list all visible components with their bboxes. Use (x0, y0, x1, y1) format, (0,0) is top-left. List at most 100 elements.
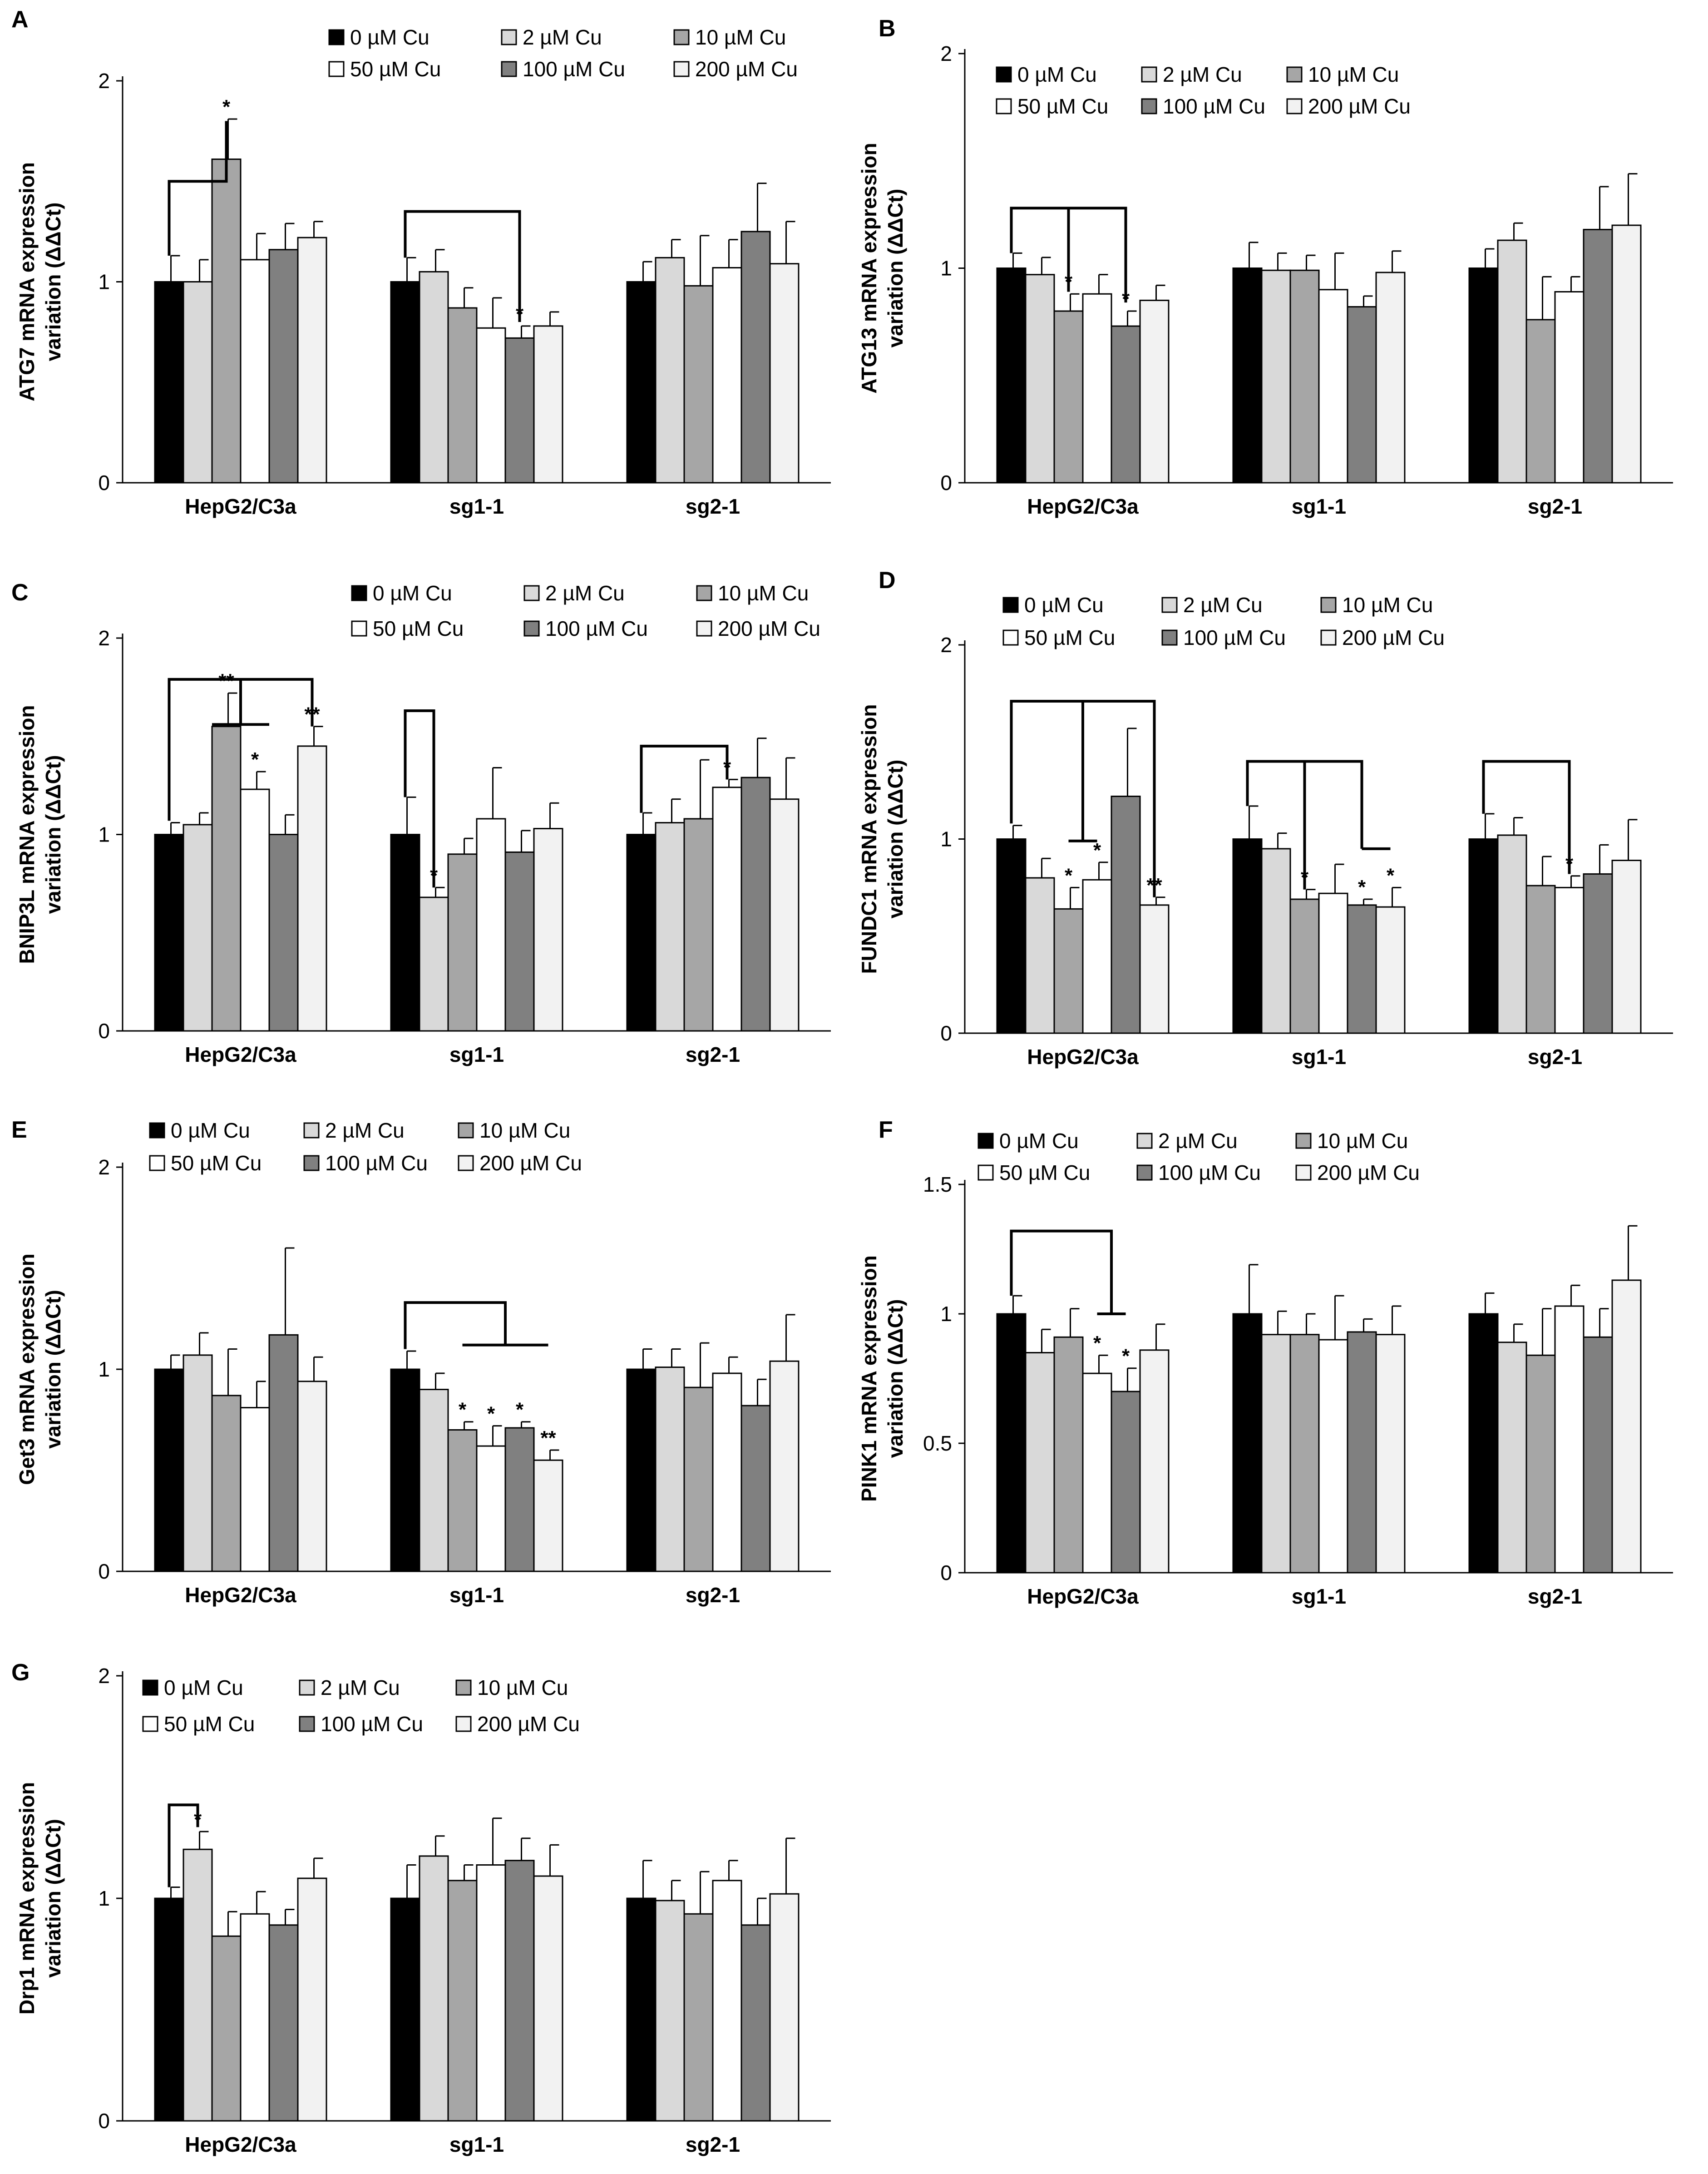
panel-letter: G (11, 1659, 30, 1686)
significance-marker: * (1387, 864, 1395, 886)
bar-0uM-sg11 (390, 1897, 420, 2122)
legend-label: 0 µM Cu (373, 581, 452, 605)
legend-swatch (1002, 629, 1019, 646)
bar-200uM-sg21 (1611, 1279, 1642, 1574)
bar-2uM-sg21 (1497, 834, 1527, 1034)
y-axis-label: BNIP3L mRNA expression variation (ΔΔCt) (15, 705, 65, 964)
y-tick-label: 0 (940, 471, 952, 495)
bar-0uM-hepg2c3a (154, 1897, 184, 2122)
legend-swatch (1141, 66, 1157, 83)
y-axis-label-line-1: FUNDC1 mRNA expression (857, 704, 881, 974)
y-tick-label: 2 (98, 69, 110, 93)
bar-10uM-sg11 (1289, 269, 1320, 484)
y-axis-label-line-1: BNIP3L mRNA expression (15, 705, 39, 964)
legend-label: 2 µM Cu (1163, 63, 1242, 86)
y-axis-label-line-2: variation (ΔΔCt) (884, 760, 907, 919)
y-tick-label: 2 (940, 42, 952, 65)
bar-2uM-sg11 (1261, 848, 1291, 1034)
significance-marker: * (487, 1403, 495, 1425)
legend-label: 200 µM Cu (1308, 94, 1411, 118)
bar-2uM-sg21 (655, 1900, 685, 2122)
bar-200uM-sg11 (1375, 1334, 1406, 1574)
legend-swatch (996, 66, 1012, 83)
legend-label: 2 µM Cu (1158, 1129, 1238, 1153)
y-tick-label: 1 (98, 1887, 110, 1910)
x-category-label: sg1-1 (449, 1043, 504, 1066)
y-tick-label: 1 (98, 1357, 110, 1381)
legend-label: 10 µM Cu (718, 581, 809, 605)
legend-label: 10 µM Cu (1342, 593, 1433, 617)
x-category-label: sg1-1 (449, 495, 504, 518)
bar-0uM-sg21 (626, 281, 657, 484)
y-tick-label: 1.5 (923, 1173, 952, 1196)
legend-swatch (1286, 98, 1303, 114)
bar-10uM-sg21 (683, 1387, 714, 1572)
bar-200uM-hepg2c3a (1139, 904, 1170, 1034)
legend-label: 200 µM Cu (695, 57, 798, 81)
bar-50uM-sg11 (1318, 892, 1348, 1034)
legend-label: 100 µM Cu (1163, 94, 1265, 118)
legend-label: 50 µM Cu (1024, 626, 1115, 649)
legend-swatch (523, 585, 540, 601)
legend-label: 0 µM Cu (171, 1119, 250, 1142)
x-category-label: sg2-1 (1528, 1045, 1582, 1069)
significance-bracket (404, 1301, 507, 1349)
bar-100uM-sg11 (1347, 306, 1377, 484)
y-tick-label: 1 (940, 257, 952, 280)
y-tick-label: 2 (98, 626, 110, 650)
bar-0uM-sg21 (626, 1897, 657, 2122)
bar-2uM-sg11 (419, 271, 449, 484)
legend-swatch (149, 1155, 165, 1171)
bar-10uM-sg21 (1525, 885, 1556, 1034)
significance-bracket (404, 709, 435, 888)
legend: 0 µM Cu 2 µM Cu 10 µM Cu 50 µM Cu 100 µM Cu 2… (1002, 593, 1445, 649)
bar-200uM-sg11 (1375, 272, 1406, 484)
legend-label: 100 µM Cu (1183, 626, 1286, 649)
legend-label: 2 µM Cu (325, 1119, 405, 1142)
y-axis-label-line-1: ATG13 mRNA expression (857, 143, 881, 393)
bar-2uM-sg11 (1261, 1334, 1291, 1574)
y-tick-label: 1 (940, 1302, 952, 1326)
significance-marker: ** (540, 1427, 556, 1449)
bar-2uM-sg11 (419, 896, 449, 1032)
x-category-label: sg2-1 (1528, 495, 1582, 518)
legend-swatch (673, 61, 690, 77)
bar-50uM-hepg2c3a (1082, 1372, 1112, 1574)
legend-swatch (1002, 597, 1019, 613)
x-category-label: HepG2/C3a (185, 2133, 296, 2156)
legend-label: 200 µM Cu (718, 617, 820, 640)
bar-100uM-sg11 (504, 337, 535, 484)
bar-200uM-sg11 (533, 1459, 563, 1572)
bar-0uM-sg11 (1232, 838, 1263, 1034)
legend-label: 50 µM Cu (999, 1161, 1090, 1184)
bar-0uM-sg21 (1468, 1313, 1499, 1574)
significance-marker: * (516, 1399, 524, 1421)
bar-10uM-hepg2c3a (1053, 1336, 1084, 1574)
bar-200uM-sg21 (769, 798, 800, 1032)
panel-letter: E (11, 1117, 27, 1143)
legend-swatch (351, 585, 367, 601)
y-tick-label: 0 (98, 471, 110, 495)
legend-label: 100 µM Cu (545, 617, 648, 640)
bar-200uM-sg21 (769, 1893, 800, 2122)
y-axis-label-line-2: variation (ΔΔCt) (41, 755, 65, 914)
y-axis-label-line-2: variation (ΔΔCt) (41, 1290, 65, 1449)
x-category-label: sg2-1 (1528, 1585, 1582, 1608)
bar-2uM-hepg2c3a (183, 824, 213, 1032)
bar-50uM-sg21 (712, 1880, 742, 2122)
x-category-label: sg1-1 (1292, 495, 1346, 518)
y-axis-label: FUNDC1 mRNA expression variation (ΔΔCt) (857, 704, 907, 974)
legend-swatch (977, 1164, 994, 1181)
y-axis-label: ATG13 mRNA expression variation (ΔΔCt) (857, 143, 907, 393)
legend-swatch (303, 1122, 320, 1139)
bar-200uM-hepg2c3a (297, 237, 327, 484)
bar-100uM-sg11 (1347, 1331, 1377, 1574)
bar-0uM-sg11 (390, 834, 420, 1032)
bar-200uM-sg21 (769, 263, 800, 484)
bar-2uM-sg11 (419, 1389, 449, 1572)
significance-bracket (168, 121, 228, 256)
bar-10uM-sg21 (683, 1913, 714, 2122)
legend-label: 2 µM Cu (321, 1676, 400, 1699)
legend-swatch (142, 1679, 158, 1696)
